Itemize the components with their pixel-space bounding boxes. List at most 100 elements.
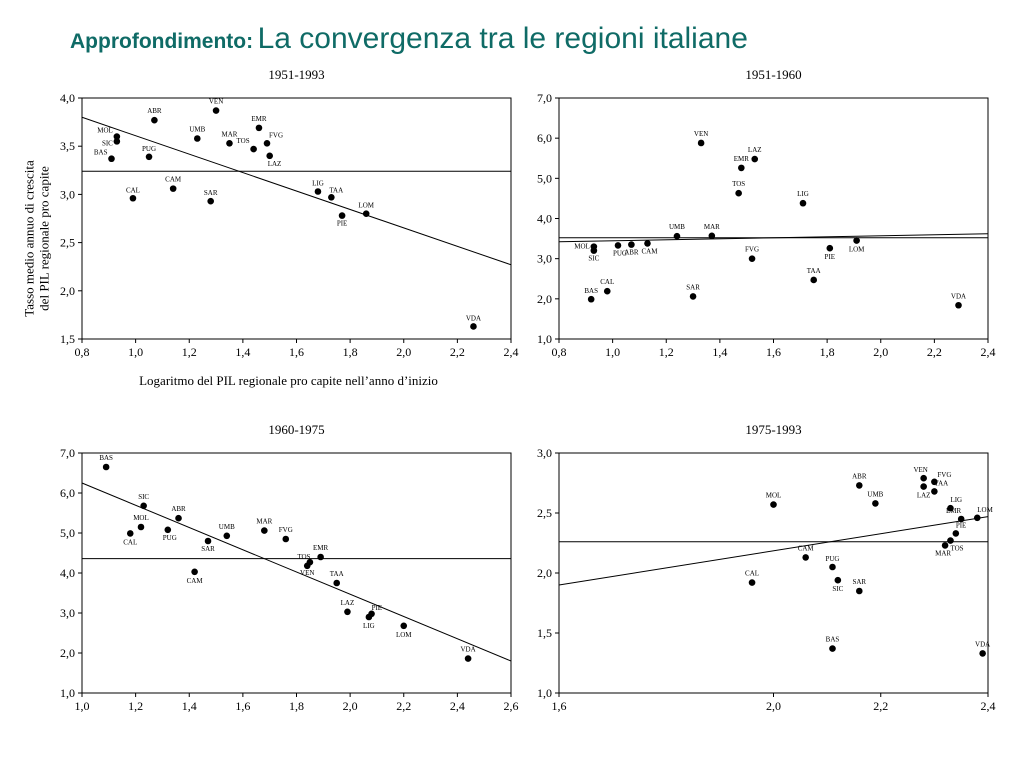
y-tick-label: 2,0 <box>537 292 552 306</box>
data-point-pug <box>164 526 172 534</box>
data-point-mol <box>137 523 145 531</box>
data-point-umb <box>223 532 231 540</box>
data-point-sar <box>207 197 214 205</box>
data-point-sic <box>113 138 121 145</box>
data-point-lom <box>362 210 370 217</box>
point-label: CAM <box>642 247 659 255</box>
data-point-cam <box>644 240 651 247</box>
y-tick-label: 3,0 <box>60 606 75 620</box>
x-tick-label: 1,2 <box>659 345 674 359</box>
data-point-cam <box>169 185 177 192</box>
data-point-taa <box>931 488 938 495</box>
x-tick-label: 2,2 <box>450 345 465 359</box>
point-label: CAM <box>165 176 182 184</box>
x-tick-label: 2,4 <box>504 345 519 359</box>
point-label: VEN <box>300 569 314 577</box>
point-label: PUG <box>825 555 839 563</box>
point-label: ABR <box>624 249 639 257</box>
data-point-mar <box>941 542 949 549</box>
point-label: LAZ <box>341 599 355 607</box>
data-point-bas <box>108 155 115 163</box>
point-label: PIE <box>825 253 836 261</box>
data-point-cam <box>802 554 809 561</box>
data-point-laz <box>344 608 351 616</box>
point-label: SAR <box>686 283 700 291</box>
point-label: FVG <box>279 526 293 534</box>
data-point-taa <box>810 276 818 284</box>
point-label: LOM <box>396 631 412 639</box>
point-label: PIE <box>956 521 967 529</box>
y-tick-label: 1,5 <box>60 332 75 346</box>
point-label: EMR <box>313 544 329 552</box>
point-label: PUG <box>163 534 177 542</box>
point-label: BAS <box>99 454 113 462</box>
data-point-laz <box>266 152 273 160</box>
x-tick-label: 1,2 <box>182 345 197 359</box>
point-label: PUG <box>613 249 627 257</box>
point-label: CAM <box>187 577 204 585</box>
point-label: EMR <box>946 507 962 515</box>
y-tick-label: 4,0 <box>60 566 75 580</box>
data-point-abr <box>175 514 182 522</box>
point-label: BAS <box>584 287 598 295</box>
data-point-lom <box>400 622 408 630</box>
point-label: TOS <box>950 545 963 553</box>
data-point-tos <box>250 145 257 153</box>
y-axis-label: Tasso medio annuo di crescitadel PIL reg… <box>21 160 51 317</box>
point-label: SIC <box>102 139 113 147</box>
point-label: MOL <box>133 514 149 522</box>
point-label: SIC <box>832 585 843 593</box>
data-point-laz <box>920 483 927 490</box>
point-label: SIC <box>588 255 599 263</box>
point-label: VDA <box>951 292 966 300</box>
data-point-tos <box>947 537 954 544</box>
point-label: ABR <box>171 505 186 513</box>
point-label: SAR <box>852 578 866 586</box>
x-tick-label: 2,2 <box>927 345 942 359</box>
x-tick-label: 1,6 <box>235 699 250 713</box>
data-point-mar <box>708 232 716 240</box>
data-point-pie <box>952 530 960 537</box>
point-label: LAZ <box>748 146 762 154</box>
data-point-sar <box>204 537 212 545</box>
data-point-emr <box>255 124 263 132</box>
data-point-mar <box>226 140 233 147</box>
point-label: TAA <box>934 479 948 487</box>
point-label: UMB <box>867 490 883 498</box>
data-point-sic <box>834 576 842 584</box>
point-label: EMR <box>251 115 267 123</box>
y-tick-label: 1,0 <box>60 686 75 700</box>
point-label: EMR <box>734 155 750 163</box>
data-point-ven <box>212 107 220 114</box>
point-label: MOL <box>97 127 113 135</box>
data-point-abr <box>856 482 863 489</box>
chart-panel-1: 1951-1993 0,8 1,0 1,2 1,4 1,6 1,8 2,0 2,2 2,4 1,5 2… <box>21 67 518 388</box>
data-point-mar <box>261 527 268 534</box>
point-label: TAA <box>329 186 343 194</box>
x-tick-label: 2,0 <box>873 345 888 359</box>
point-label: ABR <box>147 107 162 115</box>
data-point-laz <box>751 155 759 163</box>
chart-panel-4: 1975-1993 1,6 2,0 2,2 2,4 1,0 1,5 2,0 2,5 3,0 VEN F… <box>537 422 996 713</box>
data-point-fvg <box>748 255 756 262</box>
data-point-umb <box>872 500 879 507</box>
slide-title: Approfondimento: La convergenza tra le r… <box>70 22 748 56</box>
data-point-bas <box>587 295 595 303</box>
trend-line <box>81 482 512 662</box>
data-point-fvg <box>931 478 938 486</box>
x-tick-label: 2,4 <box>981 699 996 713</box>
point-label: LOM <box>977 506 993 514</box>
data-point-sic <box>140 502 147 510</box>
x-tick-label: 2,2 <box>873 699 888 713</box>
x-tick-label: 1,6 <box>766 345 781 359</box>
chart-title: 1975-1993 <box>745 422 801 437</box>
point-label: LAZ <box>917 492 931 500</box>
x-tick-label: 1,0 <box>128 345 143 359</box>
data-point-umb <box>673 232 681 240</box>
point-label: VEN <box>694 130 708 138</box>
data-point-abr <box>151 116 158 124</box>
point-label: FVG <box>269 131 283 139</box>
x-tick-label: 1,4 <box>235 345 250 359</box>
x-tick-label: 2,0 <box>396 345 411 359</box>
data-point-emr <box>317 553 324 561</box>
